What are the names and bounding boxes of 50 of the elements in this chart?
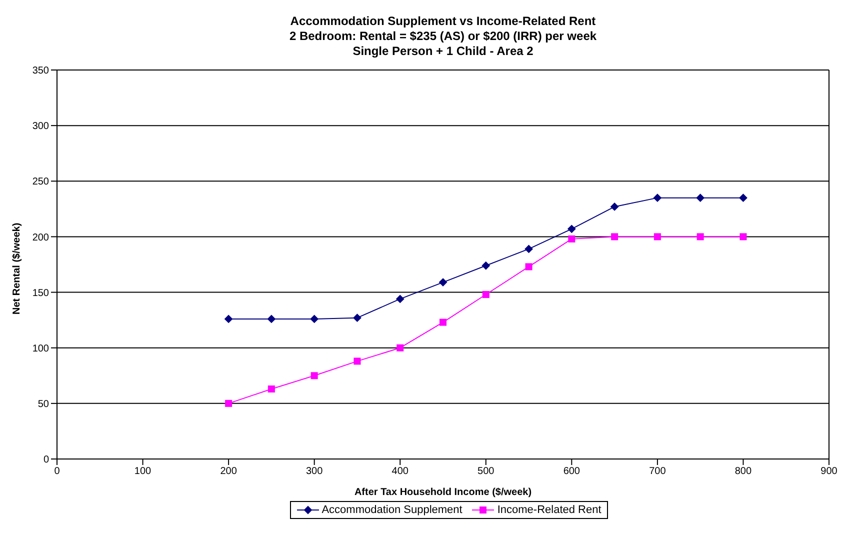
point: [396, 294, 404, 303]
y-tick-label: 300: [32, 121, 50, 132]
point: [224, 314, 233, 323]
point: [396, 344, 404, 352]
x-tick-label: 900: [820, 466, 838, 478]
point: [440, 318, 446, 326]
point: [653, 194, 662, 202]
point: [696, 233, 704, 240]
x-tick-label: 0: [54, 466, 60, 478]
x-tick-label: 800: [734, 466, 752, 478]
point: [267, 314, 276, 323]
x-tick-label: 600: [563, 466, 580, 478]
point: [439, 278, 447, 286]
point: [525, 263, 532, 270]
point: [354, 358, 361, 365]
point: [482, 291, 490, 298]
legend-label: Income-Related Rent: [496, 504, 602, 516]
point: [568, 235, 576, 242]
y-tick-label: 50: [38, 398, 50, 410]
legend-label: Accommodation Supplement: [320, 504, 462, 516]
point: [482, 262, 490, 270]
point: [740, 233, 747, 240]
point: [310, 372, 318, 380]
point: [654, 233, 661, 240]
x-tick-label: 700: [649, 466, 666, 478]
point: [568, 224, 576, 233]
point: [225, 400, 232, 407]
chart-title: Accommodation Supplement vs Income-Related Rent: [289, 14, 597, 29]
point: [353, 314, 362, 322]
x-tick-label: 300: [306, 466, 324, 478]
y-tick-label: 200: [32, 232, 50, 244]
x-tick-label: 400: [392, 466, 409, 478]
y-tick-label: 150: [32, 288, 50, 299]
y-axis-title: Net Rental ($/week): [12, 222, 23, 314]
y-tick-label: 250: [32, 176, 50, 188]
point: [310, 314, 318, 323]
y-tick-label: 350: [32, 66, 50, 77]
x-tick-label: 100: [134, 466, 152, 478]
x-tick-label: 200: [220, 466, 238, 478]
y-tick-label: 0: [43, 454, 50, 466]
point: [611, 233, 618, 240]
point: [739, 194, 748, 202]
point: [610, 202, 619, 211]
x-tick-label: 500: [478, 466, 495, 478]
y-tick-label: 100: [32, 343, 50, 354]
point: [524, 244, 533, 253]
x-axis-title: After Tax Household Income ($/week): [354, 487, 532, 498]
point: [268, 385, 275, 392]
chart-subtitle: 2 Bedroom: Rental = $235 (AS) or $200 (IRR) per week Single Person + 1 Child - Area 2: [288, 29, 598, 59]
point: [696, 194, 704, 202]
